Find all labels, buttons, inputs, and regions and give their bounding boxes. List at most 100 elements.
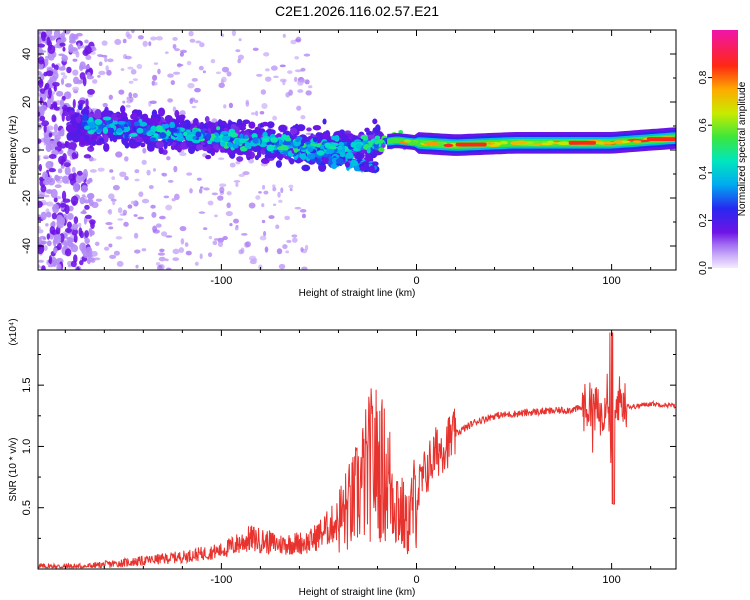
core-blob (238, 138, 247, 144)
speckle-blob (40, 185, 47, 193)
speckle-blob (39, 177, 46, 188)
y-axis-label: Frequency (Hz) (8, 116, 19, 185)
speckle-blob (38, 107, 45, 116)
band-blob (322, 132, 328, 139)
speckle-blob (41, 120, 50, 127)
hot-blob (403, 139, 412, 143)
speckle-blob (46, 233, 51, 240)
speckle-blob (79, 230, 84, 239)
noise-blob (195, 40, 202, 44)
band-blob (75, 115, 82, 124)
noise-blob (148, 184, 154, 190)
hot-blob (632, 140, 642, 143)
speckle-blob (76, 266, 80, 270)
x-tick-label: -100 (210, 574, 232, 586)
speckle-blob (66, 221, 72, 229)
noise-blob (261, 203, 265, 208)
noise-blob (264, 76, 272, 82)
core-blob (230, 132, 238, 138)
noise-blob (228, 102, 234, 109)
noise-blob (132, 92, 138, 99)
speckle-blob (84, 45, 92, 55)
noise-blob (191, 77, 198, 82)
core-blob (169, 121, 176, 129)
hot-blob (443, 143, 454, 148)
core-blob (153, 133, 159, 138)
noise-blob (252, 47, 259, 52)
band-blob (187, 145, 196, 155)
noise-blob (296, 105, 302, 111)
noise-blob (72, 58, 78, 62)
band-blob (142, 114, 148, 121)
noise-blob (71, 166, 76, 173)
speckle-blob (58, 130, 65, 137)
noise-blob (161, 231, 168, 237)
speckle-blob (84, 237, 90, 244)
core-blob (307, 153, 316, 160)
noise-blob (114, 38, 122, 46)
noise-blob (117, 207, 123, 214)
speckle-blob (65, 115, 71, 122)
noise-blob (261, 103, 268, 110)
x-axis-label: Height of straight line (km) (299, 288, 416, 299)
speckle-blob (71, 228, 78, 236)
noise-blob (241, 232, 248, 236)
noise-blob (207, 252, 213, 258)
noise-blob (250, 258, 258, 262)
noise-blob (153, 62, 159, 65)
noise-blob (290, 39, 297, 45)
noise-blob (294, 69, 303, 73)
colorbar-tick-label: 0.8 (698, 70, 709, 84)
speckle-blob (59, 202, 66, 208)
speckle-blob (83, 199, 90, 204)
core-blob (316, 150, 325, 156)
band-blob (242, 119, 251, 125)
speckle-blob (62, 30, 71, 35)
y-tick-label: -20 (21, 190, 33, 206)
core-blob (210, 133, 216, 140)
noise-blob (141, 159, 147, 165)
noise-blob (158, 256, 166, 262)
noise-blob (109, 169, 114, 173)
speckle-blob (43, 124, 47, 133)
speckle-blob (45, 30, 53, 37)
core-blob (350, 141, 356, 148)
core-blob (216, 126, 221, 131)
noise-blob (245, 101, 250, 107)
noise-blob (113, 250, 120, 256)
speckle-blob (61, 54, 68, 62)
core-blob (108, 127, 115, 135)
noise-blob (127, 66, 134, 70)
speckle-blob (56, 90, 64, 97)
band-blob (124, 142, 130, 149)
speckle-blob (66, 213, 74, 221)
speckle-blob (72, 182, 80, 193)
band-blob (93, 112, 102, 119)
noise-blob (122, 100, 126, 104)
band-blob (230, 123, 237, 130)
noise-blob (203, 227, 208, 231)
speckle-blob (46, 211, 52, 218)
noise-blob (226, 71, 232, 77)
colorbar-tick-label: 0.6 (698, 118, 709, 132)
noise-blob (235, 224, 239, 228)
speckle-blob (76, 170, 83, 176)
core-blob (262, 137, 270, 143)
speckle-blob (52, 71, 59, 80)
noise-blob (301, 266, 308, 270)
speckle-blob (38, 78, 44, 89)
noise-blob (107, 209, 111, 214)
speckle-blob (43, 71, 48, 77)
noise-blob (146, 169, 151, 176)
noise-blob (303, 53, 311, 57)
speckle-blob (50, 188, 58, 199)
noise-blob (199, 42, 205, 48)
band-blob (254, 154, 260, 161)
noise-blob (98, 61, 103, 67)
noise-blob (112, 199, 116, 206)
speckle-blob (62, 175, 69, 184)
noise-blob (300, 114, 306, 120)
noise-blob (179, 152, 187, 157)
core-blob (132, 126, 137, 132)
speckle-blob (83, 216, 88, 225)
